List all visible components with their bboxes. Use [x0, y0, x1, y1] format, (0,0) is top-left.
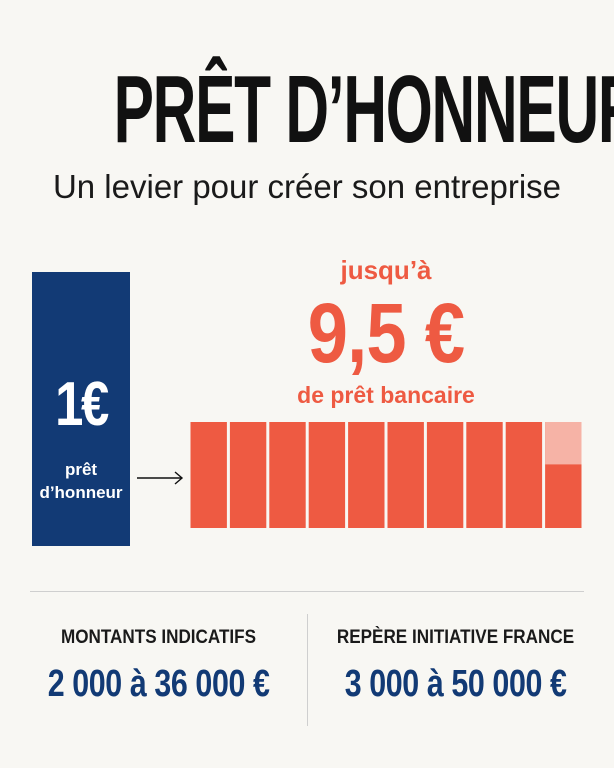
bank-loan-bar	[505, 422, 543, 528]
bank-loan-bar	[387, 422, 424, 528]
bank-loan-prefix: jusqu’à	[340, 255, 432, 285]
bank-loan-bar	[466, 422, 503, 528]
bank-loan-label: de prêt bancaire	[297, 382, 475, 408]
column-divider	[307, 614, 308, 726]
bank-loan-bar	[426, 422, 464, 528]
stat-value-indicative: 2 000 à 36 000 €	[47, 663, 270, 705]
bank-loan-bars	[190, 422, 582, 528]
bank-loan-bar	[308, 422, 346, 528]
honor-loan-amount: 1€	[55, 370, 109, 439]
arrow-right-icon	[137, 471, 184, 485]
bank-loan-bar	[348, 422, 385, 528]
section-divider	[30, 591, 584, 592]
bank-loan-bar	[269, 422, 306, 528]
honor-loan-label: prêt d’honneur	[39, 460, 123, 502]
page-title: PRÊT D’HONNEUR	[113, 56, 614, 163]
honor-loan-block	[32, 272, 130, 546]
bank-loan-bar	[190, 422, 227, 528]
stat-label-indicative: MONTANTS INDICATIFS	[60, 627, 257, 648]
bank-loan-bar-partial-remainder	[545, 422, 582, 465]
stat-value-initiative-france: 3 000 à 50 000 €	[344, 663, 567, 705]
bank-loan-bar	[229, 422, 267, 528]
stat-label-initiative-france: REPÈRE INITIATIVE FRANCE	[336, 627, 575, 648]
bank-loan-amount: 9,5 €	[307, 286, 465, 380]
page-subtitle: Un levier pour créer son entreprise	[52, 168, 562, 205]
